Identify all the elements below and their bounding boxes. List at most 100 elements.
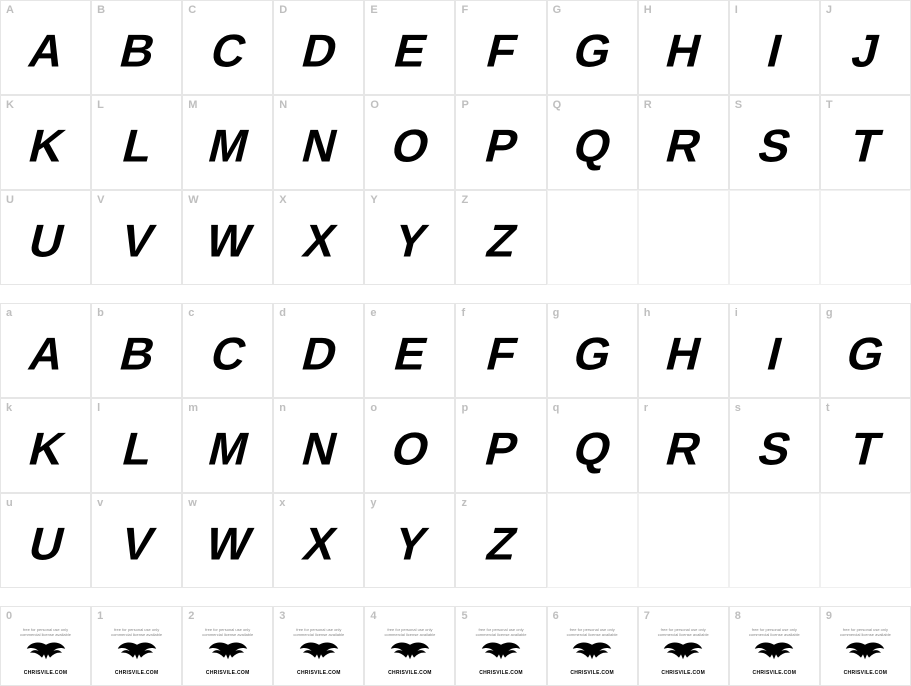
glyph-cell: qQ xyxy=(547,398,638,493)
glyph-note-2: commercial license available xyxy=(16,633,76,637)
spacer-cell xyxy=(0,588,91,606)
glyph: E xyxy=(389,23,431,77)
glyph: S xyxy=(753,118,795,172)
glyph: O xyxy=(386,421,433,475)
number-glyph-logo: free for personal use onlycommercial lic… xyxy=(835,628,895,679)
spacer-cell xyxy=(364,588,455,606)
glyph-cell: CC xyxy=(182,0,273,95)
cell-label: F xyxy=(461,4,468,16)
glyph: X xyxy=(298,516,340,570)
glyph-cell: sS xyxy=(729,398,820,493)
glyph: X xyxy=(298,213,340,267)
glyph: K xyxy=(23,118,68,172)
number-glyph-logo: free for personal use onlycommercial lic… xyxy=(380,628,440,679)
number-cell: 7free for personal use onlycommercial li… xyxy=(638,606,729,686)
empty-cell xyxy=(547,493,638,588)
cell-label: M xyxy=(188,99,197,111)
spacer-cell xyxy=(455,285,546,303)
cell-label: t xyxy=(826,402,830,414)
number-cell: 9free for personal use onlycommercial li… xyxy=(820,606,911,686)
glyph: P xyxy=(480,118,522,172)
cell-label: 9 xyxy=(826,610,832,622)
cell-label: 1 xyxy=(97,610,103,622)
glyph-cell: ZZ xyxy=(455,190,546,285)
glyph: Z xyxy=(481,213,521,267)
cell-label: Y xyxy=(370,194,377,206)
glyph: N xyxy=(296,421,341,475)
glyph: Q xyxy=(569,421,616,475)
glyph: Y xyxy=(389,516,431,570)
number-cell: 6free for personal use onlycommercial li… xyxy=(547,606,638,686)
wings-icon xyxy=(208,639,248,661)
glyph: V xyxy=(116,516,158,570)
glyph-cell: uU xyxy=(0,493,91,588)
spacer-cell xyxy=(729,285,820,303)
cell-label: I xyxy=(735,4,738,16)
glyph: J xyxy=(847,23,884,77)
brand-text: CHRISVILE.COM xyxy=(206,670,250,676)
glyph-cell: bB xyxy=(91,303,182,398)
glyph: P xyxy=(480,421,522,475)
glyph: T xyxy=(846,118,886,172)
glyph-cell: KK xyxy=(0,95,91,190)
glyph: G xyxy=(842,326,889,380)
cell-label: T xyxy=(826,99,833,111)
glyph-cell: lL xyxy=(91,398,182,493)
glyph-cell: PP xyxy=(455,95,546,190)
glyph-cell: XX xyxy=(273,190,364,285)
cell-label: S xyxy=(735,99,742,111)
cell-label: G xyxy=(553,4,562,16)
cell-label: v xyxy=(97,497,103,509)
glyph-cell: VV xyxy=(91,190,182,285)
cell-label: a xyxy=(6,307,12,319)
cell-label: L xyxy=(97,99,104,111)
glyph: W xyxy=(200,516,255,570)
glyph: A xyxy=(23,23,68,77)
spacer-cell xyxy=(729,588,820,606)
glyph: M xyxy=(203,118,253,172)
empty-cell xyxy=(729,493,820,588)
glyph-cell: UU xyxy=(0,190,91,285)
glyph-cell: eE xyxy=(364,303,455,398)
glyph: L xyxy=(117,421,157,475)
wings-icon xyxy=(299,639,339,661)
glyph-cell: YY xyxy=(364,190,455,285)
cell-label: E xyxy=(370,4,377,16)
glyph-cell: pP xyxy=(455,398,546,493)
cell-label: u xyxy=(6,497,13,509)
glyph: R xyxy=(661,421,706,475)
cell-label: k xyxy=(6,402,12,414)
glyph-note-2: commercial license available xyxy=(107,633,167,637)
spacer-cell xyxy=(273,588,364,606)
cell-label: O xyxy=(370,99,379,111)
cell-label: Z xyxy=(461,194,468,206)
cell-label: n xyxy=(279,402,286,414)
cell-label: P xyxy=(461,99,468,111)
glyph: A xyxy=(23,326,68,380)
glyph-cell: MM xyxy=(182,95,273,190)
brand-text: CHRISVILE.COM xyxy=(753,670,797,676)
glyph-note-2: commercial license available xyxy=(744,633,804,637)
glyph: I xyxy=(762,23,786,77)
glyph-cell: dD xyxy=(273,303,364,398)
cell-label: s xyxy=(735,402,741,414)
glyph-cell: hH xyxy=(638,303,729,398)
glyph-cell: oO xyxy=(364,398,455,493)
cell-label: D xyxy=(279,4,287,16)
cell-label: 4 xyxy=(370,610,376,622)
cell-label: 3 xyxy=(279,610,285,622)
wings-icon xyxy=(663,639,703,661)
cell-label: o xyxy=(370,402,377,414)
brand-text: CHRISVILE.COM xyxy=(479,670,523,676)
cell-label: R xyxy=(644,99,652,111)
cell-label: B xyxy=(97,4,105,16)
glyph-cell: gG xyxy=(547,303,638,398)
glyph-note-2: commercial license available xyxy=(380,633,440,637)
glyph: D xyxy=(296,326,341,380)
number-glyph-logo: free for personal use onlycommercial lic… xyxy=(744,628,804,679)
glyph-cell: SS xyxy=(729,95,820,190)
glyph-cell: zZ xyxy=(455,493,546,588)
glyph-cell: cC xyxy=(182,303,273,398)
cell-label: 8 xyxy=(735,610,741,622)
brand-text: CHRISVILE.COM xyxy=(661,670,705,676)
